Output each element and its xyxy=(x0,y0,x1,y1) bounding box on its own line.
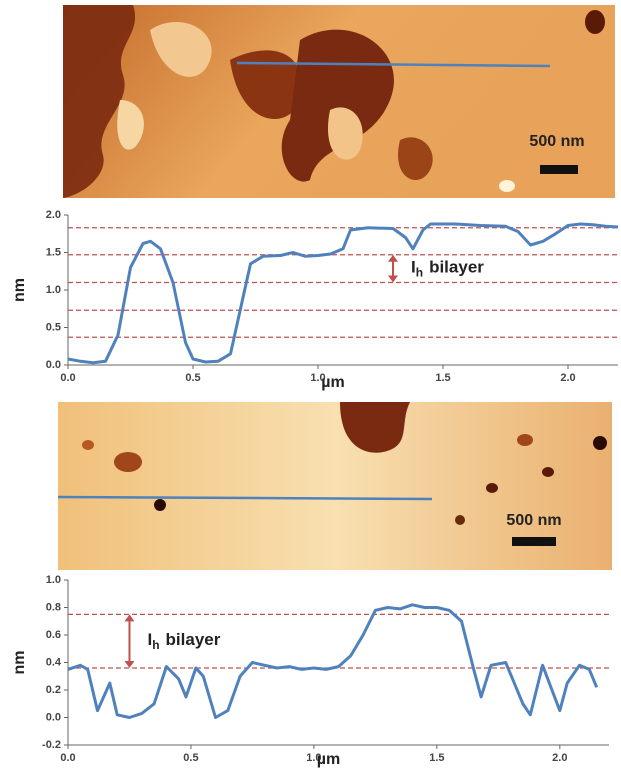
x-tick-label: 2.0 xyxy=(560,372,575,384)
x-tick-label: 2.0 xyxy=(552,752,567,764)
y-axis-title: nm xyxy=(11,278,28,302)
y-tick-label: 0.0 xyxy=(46,359,61,371)
x-tick-label: 1.5 xyxy=(435,372,450,384)
arrow-head xyxy=(124,661,134,668)
annotation-part: h xyxy=(416,266,423,280)
profile-line xyxy=(68,605,597,718)
y-tick-label: 1.0 xyxy=(46,284,61,296)
arrow-head xyxy=(124,614,134,621)
afm-image: 500 nm xyxy=(58,402,612,570)
y-tick-label: 0.6 xyxy=(46,629,61,641)
y-tick-label: -0.2 xyxy=(42,739,61,751)
y-tick-label: 0.4 xyxy=(46,656,62,668)
arrow-head xyxy=(388,276,398,283)
page: {"chart_data": [ {"type": "line", "x_lab… xyxy=(0,0,621,768)
scale-bar-label: 500 nm xyxy=(506,512,561,529)
y-tick-label: 2.0 xyxy=(46,209,61,221)
y-axis-title: nm xyxy=(11,651,28,675)
y-tick-label: 0.2 xyxy=(46,684,61,696)
y-tick-label: 0.5 xyxy=(46,321,61,333)
x-tick-label: 1.5 xyxy=(429,752,444,764)
x-tick-label: 0.5 xyxy=(185,372,200,384)
y-tick-label: 1.0 xyxy=(46,574,61,586)
annotation-part: bilayer xyxy=(429,258,484,277)
figure: 500 nm 500 nm 0.0 0.5 1.0 1.5 2.0 0.0 0.5 1.0 1.… xyxy=(0,0,621,768)
x-tick-label: 0.0 xyxy=(60,752,75,764)
y-tick-label: 1.5 xyxy=(46,246,61,258)
profile-line xyxy=(68,224,618,363)
annotation-part: h xyxy=(152,638,159,652)
y-tick-label: 0.0 xyxy=(46,711,61,723)
x-axis-title: µm xyxy=(317,751,340,768)
scale-bar-label: 500 nm xyxy=(529,133,584,150)
arrow-head xyxy=(388,255,398,262)
annotation-part: bilayer xyxy=(166,631,221,650)
x-tick-label: 0.0 xyxy=(60,372,75,384)
x-tick-label: 0.5 xyxy=(183,752,198,764)
x-axis-title: µm xyxy=(321,374,344,391)
y-tick-label: 0.8 xyxy=(46,601,61,613)
afm-image: 500 nm xyxy=(63,5,615,198)
